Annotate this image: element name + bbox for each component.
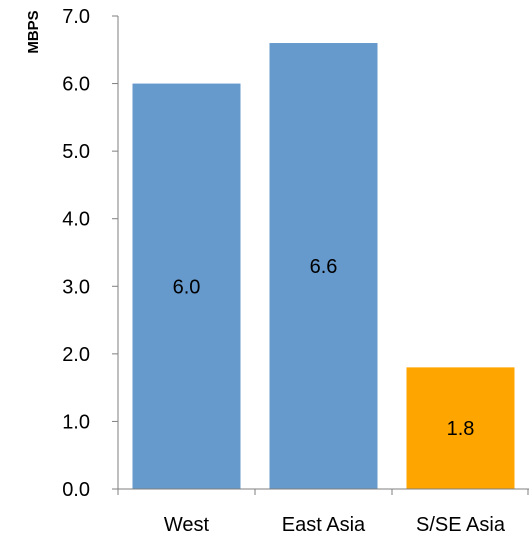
x-category-label: S/SE Asia xyxy=(416,514,506,536)
x-category-label: West xyxy=(164,514,210,536)
data-labels: 6.0 6.6 1.8 xyxy=(173,256,475,440)
axes xyxy=(112,16,529,495)
category-labels: West East Asia S/SE Asia xyxy=(164,514,506,536)
bars xyxy=(132,43,515,490)
bar xyxy=(269,43,378,490)
data-label: 6.6 xyxy=(310,256,338,278)
bar xyxy=(406,367,515,489)
y-tick-label: 4.0 xyxy=(62,209,90,231)
y-axis-ticks: 0.0 1.0 2.0 3.0 4.0 5.0 6.0 7.0 xyxy=(62,6,118,501)
data-label: 6.0 xyxy=(173,276,201,298)
y-tick-label: 2.0 xyxy=(62,344,90,366)
bar xyxy=(132,83,241,490)
y-tick-label: 5.0 xyxy=(62,141,90,163)
y-axis-title: MBPS xyxy=(25,10,42,53)
y-tick-label: 6.0 xyxy=(62,74,90,96)
y-tick-label: 0.0 xyxy=(62,479,90,501)
y-tick-label: 3.0 xyxy=(62,276,90,298)
y-tick-label: 7.0 xyxy=(62,6,90,28)
data-label: 1.8 xyxy=(447,418,475,440)
x-category-label: East Asia xyxy=(282,514,366,536)
y-tick-label: 1.0 xyxy=(62,411,90,433)
